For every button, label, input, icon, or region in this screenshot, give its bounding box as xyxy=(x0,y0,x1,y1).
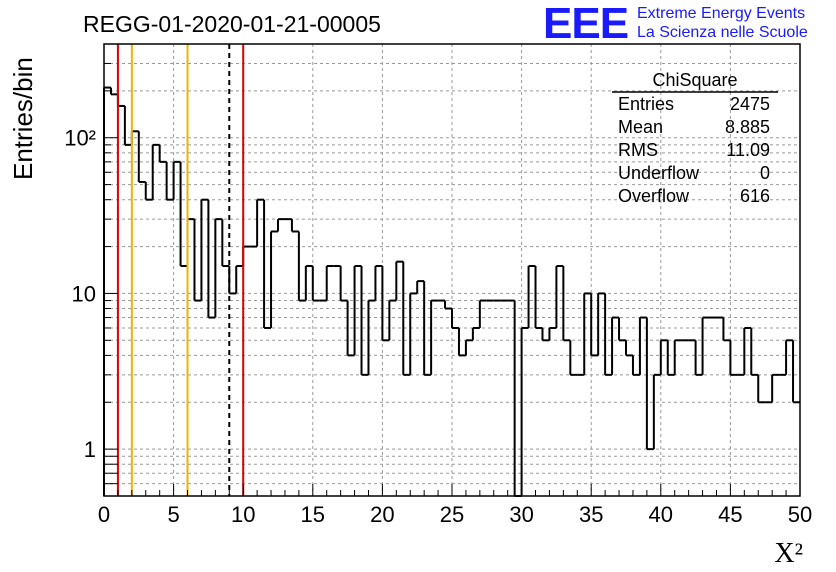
logo-caption: Extreme Energy Events La Scienza nelle S… xyxy=(637,4,808,42)
x-tick-label: 10 xyxy=(231,502,255,527)
eee-logo: EEE xyxy=(543,0,629,48)
chart-title: REGG-01-2020-01-21-00005 xyxy=(83,11,381,37)
x-tick-label: 0 xyxy=(98,502,110,527)
stats-row-label: Entries xyxy=(618,94,674,114)
stats-row-value: 0 xyxy=(760,163,770,183)
stats-box-title: ChiSquare xyxy=(652,70,737,90)
stats-row-value: 2475 xyxy=(730,94,770,114)
x-axis-label: X² xyxy=(774,538,803,569)
stats-row-value: 11.09 xyxy=(726,140,770,160)
x-tick-label: 20 xyxy=(370,502,394,527)
x-tick-label: 35 xyxy=(579,502,603,527)
x-tick-label: 30 xyxy=(509,502,533,527)
x-tick-label: 40 xyxy=(649,502,673,527)
x-tick-label: 25 xyxy=(440,502,464,527)
y-tick-label: 10² xyxy=(64,126,96,151)
stats-row-label: Mean xyxy=(618,117,663,137)
stats-row-value: 8.885 xyxy=(725,117,770,137)
y-tick-label: 1 xyxy=(84,437,96,462)
stats-row-label: Underflow xyxy=(618,163,700,183)
logo-line-1: Extreme Energy Events xyxy=(637,5,806,22)
x-tick-label: 15 xyxy=(301,502,325,527)
stats-row-value: 616 xyxy=(740,186,770,206)
stats-row-label: Overflow xyxy=(618,186,690,206)
logo-line-2: La Scienza nelle Scuole xyxy=(637,24,808,41)
stats-row-label: RMS xyxy=(618,140,658,160)
x-tick-label: 45 xyxy=(718,502,742,527)
x-tick-label: 5 xyxy=(167,502,179,527)
y-tick-label: 10 xyxy=(72,281,96,306)
x-tick-label: 50 xyxy=(788,502,812,527)
